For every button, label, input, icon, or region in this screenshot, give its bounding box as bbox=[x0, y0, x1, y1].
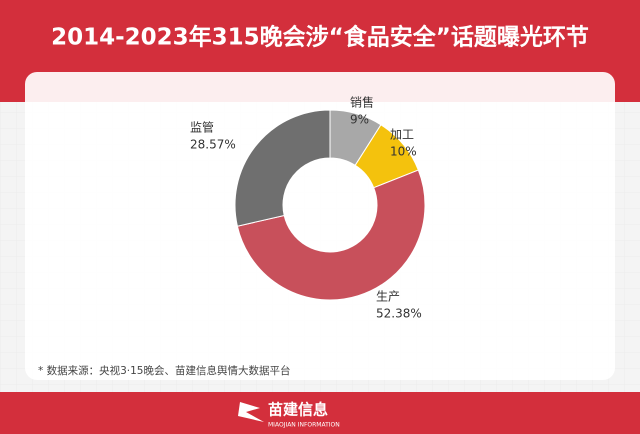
footer-logo bbox=[238, 402, 264, 422]
segment-label: 加工 bbox=[390, 128, 414, 142]
chart-title: 2014-2023年315晚会涉“食品安全”话题曝光环节 bbox=[51, 24, 589, 51]
panel bbox=[25, 72, 615, 380]
segment-value-label: 52.38% bbox=[376, 307, 422, 321]
donut: 销售 9% 加工 10% 生产 52.38% 监管 28.57% bbox=[190, 95, 426, 321]
segment-label: 销售 bbox=[350, 95, 374, 110]
segment-value-label: 28.57% bbox=[190, 138, 236, 152]
segment-label: 生产 bbox=[376, 290, 400, 304]
segment-value-label: 10% bbox=[390, 145, 417, 159]
footer-brand: 苗建信息 bbox=[268, 401, 328, 419]
source-note: * 数据来源：央视3·15晚会、苗建信息舆情大数据平台 bbox=[38, 364, 290, 377]
footer-brand-en: MIAOJIAN INFORMATION bbox=[268, 422, 340, 429]
donut-segment bbox=[236, 169, 426, 301]
donut-segment bbox=[234, 109, 331, 227]
footer-band bbox=[0, 392, 640, 434]
segment-value-label: 9% bbox=[350, 113, 369, 127]
segment-label: 监管 bbox=[190, 120, 214, 135]
